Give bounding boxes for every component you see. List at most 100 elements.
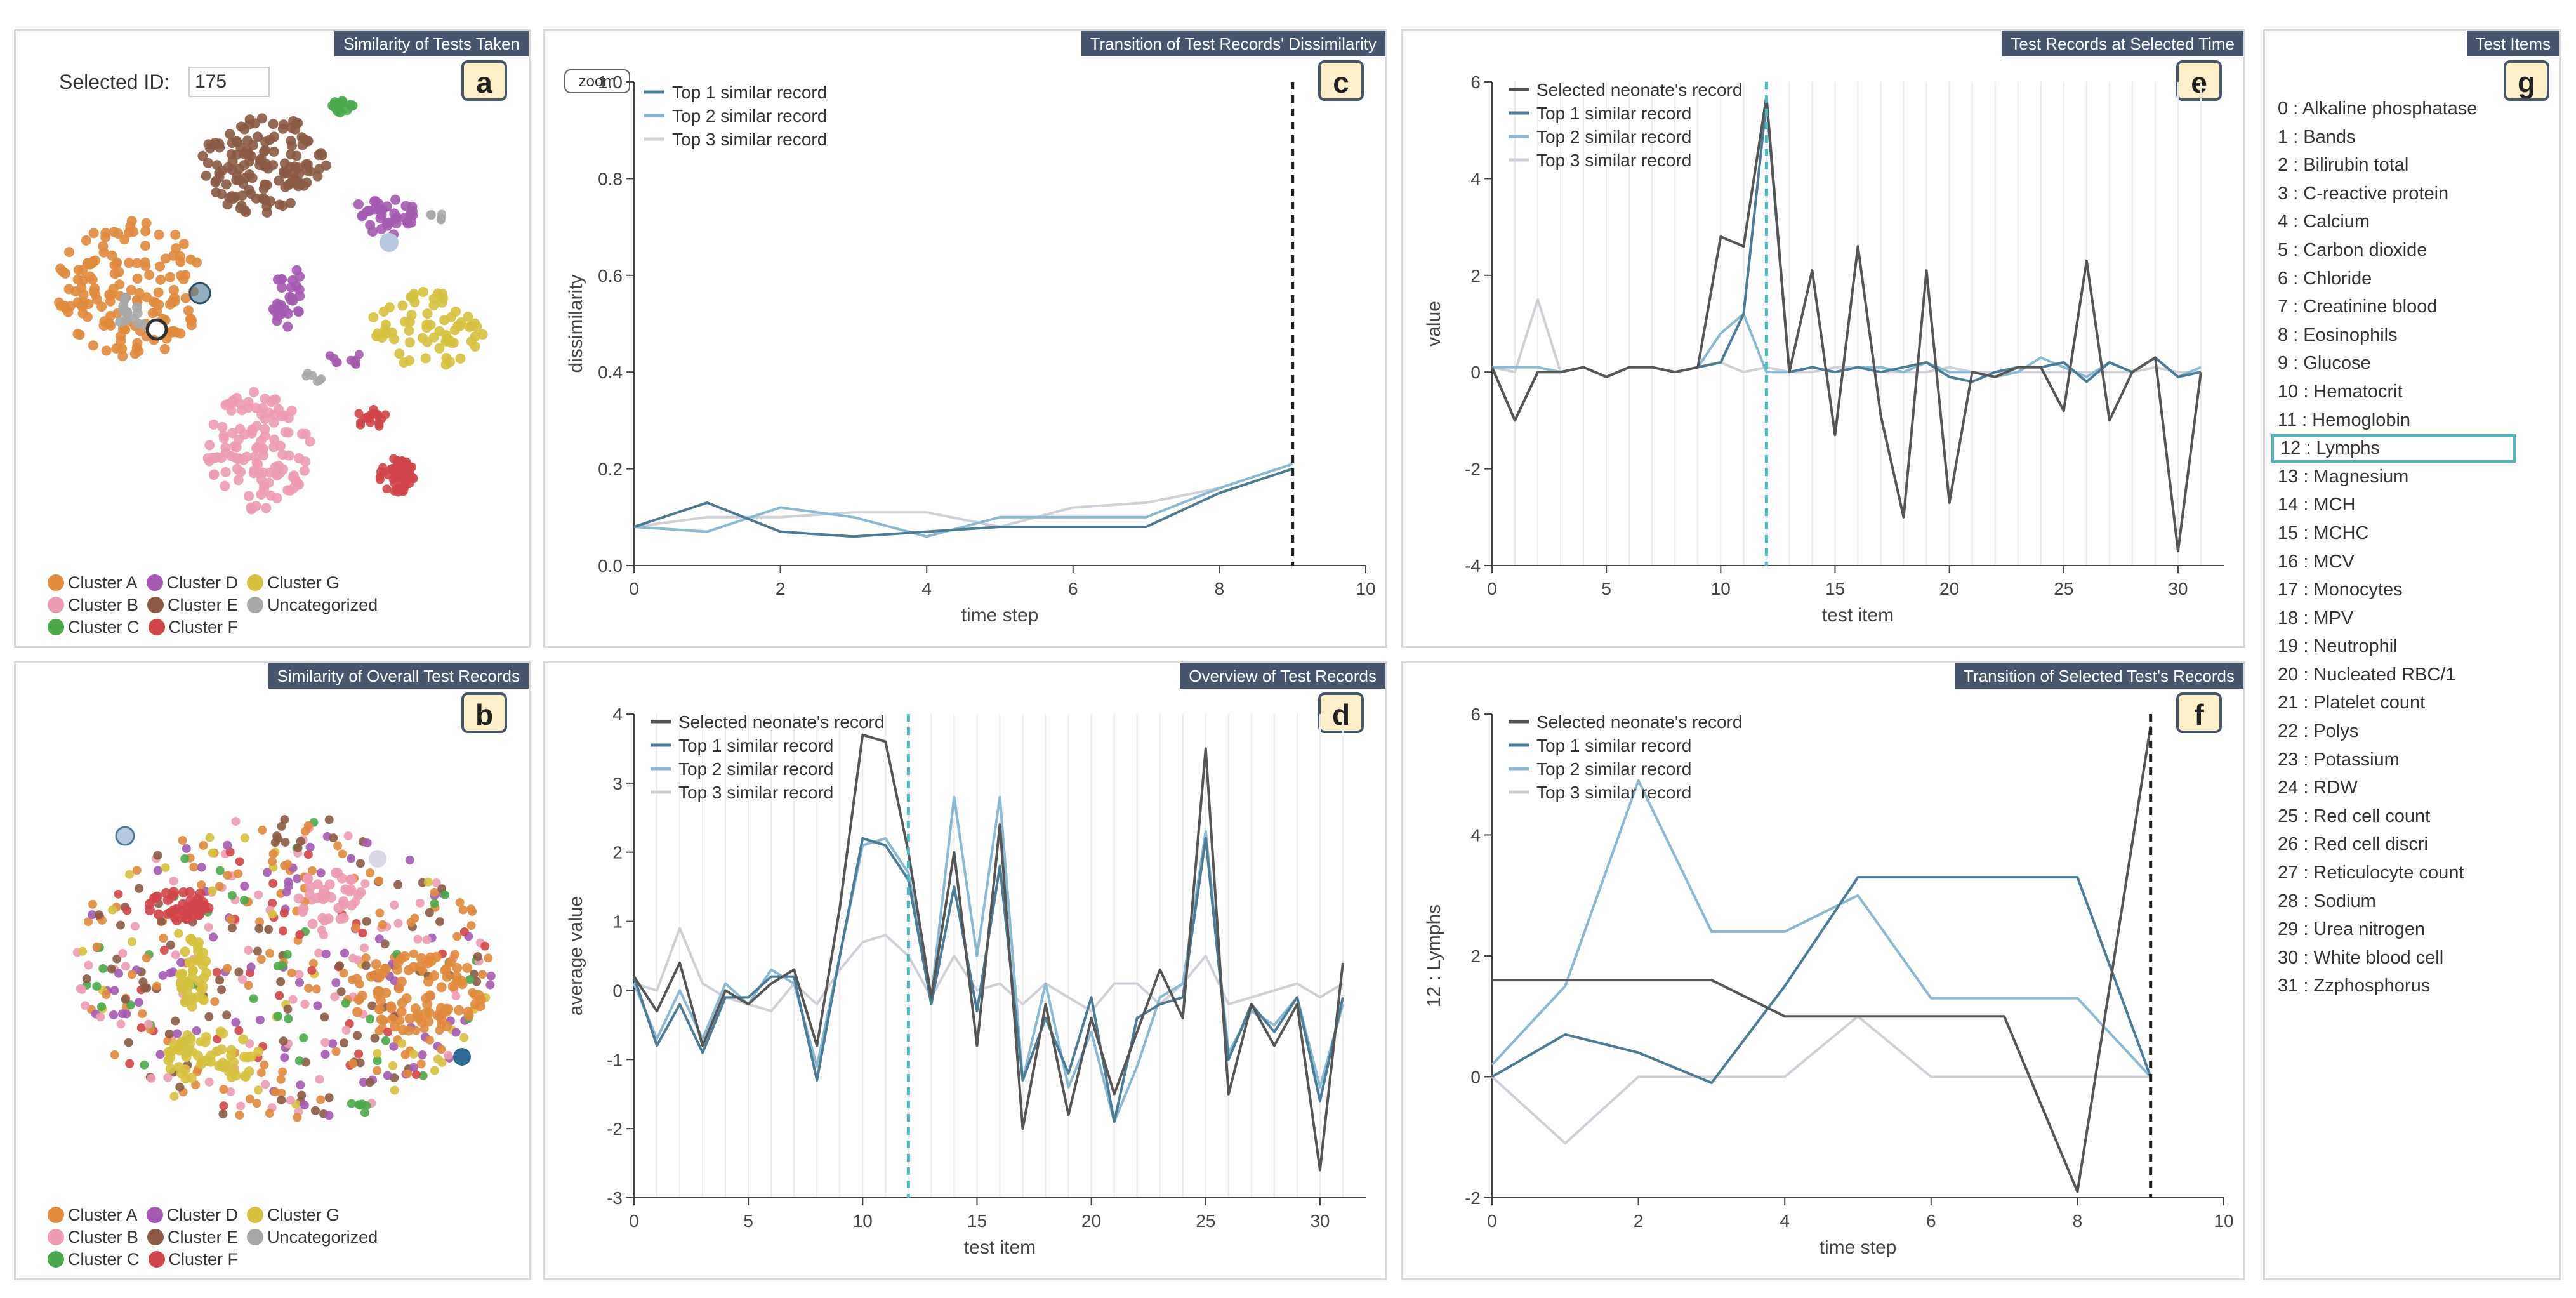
point-cluster-b[interactable] bbox=[318, 888, 329, 899]
point-cluster-c[interactable] bbox=[294, 1056, 304, 1066]
point-cluster-c[interactable] bbox=[430, 899, 439, 908]
point-cluster-c[interactable] bbox=[282, 950, 292, 959]
series-line-0[interactable] bbox=[1492, 725, 2152, 1193]
point-cluster-e[interactable] bbox=[305, 166, 315, 176]
point-uncategorized[interactable] bbox=[133, 319, 144, 329]
point-cluster-f[interactable] bbox=[153, 909, 164, 920]
point-cluster-f[interactable] bbox=[268, 899, 277, 908]
point-cluster-a[interactable] bbox=[420, 1008, 431, 1019]
point-cluster-c[interactable] bbox=[274, 1012, 283, 1021]
point-cluster-d[interactable] bbox=[240, 881, 249, 891]
point-cluster-d[interactable] bbox=[153, 866, 162, 875]
point-uncategorized[interactable] bbox=[426, 211, 436, 220]
point-cluster-a[interactable] bbox=[112, 257, 122, 268]
point-cluster-e[interactable] bbox=[274, 175, 284, 186]
point-cluster-g[interactable] bbox=[451, 306, 461, 317]
point-cluster-a[interactable] bbox=[451, 971, 462, 982]
point-cluster-e[interactable] bbox=[254, 924, 264, 934]
similar-record-marker[interactable] bbox=[188, 282, 211, 305]
point-uncategorized[interactable] bbox=[437, 209, 447, 219]
point-cluster-a[interactable] bbox=[276, 1075, 286, 1084]
point-cluster-g[interactable] bbox=[215, 1026, 226, 1037]
point-cluster-a[interactable] bbox=[378, 920, 387, 929]
point-cluster-c[interactable] bbox=[277, 960, 287, 970]
point-cluster-a[interactable] bbox=[155, 261, 166, 272]
point-cluster-d[interactable] bbox=[325, 351, 334, 361]
legend-uncategorized[interactable]: Uncategorized bbox=[247, 1226, 378, 1248]
point-cluster-b[interactable] bbox=[231, 817, 241, 826]
legend-cluster-d[interactable]: Cluster D bbox=[146, 572, 238, 594]
point-cluster-g[interactable] bbox=[466, 321, 477, 331]
point-cluster-f[interactable] bbox=[378, 463, 388, 472]
point-cluster-g[interactable] bbox=[180, 946, 190, 957]
point-cluster-b[interactable] bbox=[294, 970, 304, 979]
legend-cluster-f[interactable]: Cluster F bbox=[148, 616, 238, 639]
point-cluster-a[interactable] bbox=[180, 293, 191, 303]
point-cluster-e[interactable] bbox=[164, 1029, 174, 1038]
point-cluster-e[interactable] bbox=[153, 851, 162, 860]
point-cluster-a[interactable] bbox=[376, 1014, 386, 1025]
test-item[interactable]: 0 : Alkaline phosphatase bbox=[2278, 98, 2478, 119]
point-cluster-e[interactable] bbox=[279, 158, 290, 169]
point-cluster-a[interactable] bbox=[140, 257, 150, 268]
point-cluster-e[interactable] bbox=[283, 1004, 293, 1014]
point-cluster-c[interactable] bbox=[249, 994, 258, 1003]
point-cluster-b[interactable] bbox=[143, 1019, 153, 1029]
point-cluster-d[interactable] bbox=[294, 977, 304, 987]
test-item[interactable]: 15 : MCHC bbox=[2278, 522, 2369, 543]
point-cluster-e[interactable] bbox=[312, 171, 323, 182]
point-cluster-e[interactable] bbox=[473, 952, 482, 962]
point-cluster-b[interactable] bbox=[283, 413, 294, 423]
point-cluster-b[interactable] bbox=[226, 1087, 235, 1097]
point-cluster-a[interactable] bbox=[185, 254, 196, 265]
point-cluster-a[interactable] bbox=[126, 216, 137, 227]
point-cluster-g[interactable] bbox=[205, 833, 215, 842]
point-cluster-b[interactable] bbox=[258, 444, 269, 454]
point-cluster-a[interactable] bbox=[197, 880, 206, 890]
point-cluster-a[interactable] bbox=[466, 921, 476, 930]
legend-cluster-g[interactable]: Cluster G bbox=[247, 572, 340, 594]
point-cluster-a[interactable] bbox=[164, 272, 175, 282]
point-cluster-a[interactable] bbox=[352, 974, 362, 984]
point-cluster-b[interactable] bbox=[294, 453, 305, 463]
point-cluster-b[interactable] bbox=[286, 1096, 295, 1105]
point-cluster-a[interactable] bbox=[245, 1094, 254, 1104]
point-cluster-e[interactable] bbox=[247, 173, 258, 183]
point-cluster-d[interactable] bbox=[485, 980, 495, 990]
point-cluster-a[interactable] bbox=[169, 293, 180, 303]
series-line-0[interactable] bbox=[1491, 95, 2202, 553]
point-cluster-a[interactable] bbox=[63, 284, 74, 295]
point-cluster-f[interactable] bbox=[459, 927, 469, 937]
point-cluster-f[interactable] bbox=[374, 420, 384, 429]
series-line-0[interactable] bbox=[633, 467, 1293, 538]
point-cluster-e[interactable] bbox=[425, 908, 434, 917]
point-cluster-g[interactable] bbox=[197, 960, 208, 970]
point-cluster-d[interactable] bbox=[324, 1111, 334, 1120]
test-item[interactable]: 14 : MCH bbox=[2278, 494, 2356, 515]
point-cluster-e[interactable] bbox=[235, 203, 246, 214]
point-cluster-a[interactable] bbox=[191, 1080, 201, 1090]
point-cluster-b[interactable] bbox=[307, 918, 318, 929]
point-cluster-a[interactable] bbox=[73, 265, 84, 275]
point-cluster-a[interactable] bbox=[96, 301, 107, 312]
point-cluster-g[interactable] bbox=[169, 1092, 179, 1101]
point-cluster-a[interactable] bbox=[132, 338, 143, 348]
point-cluster-g[interactable] bbox=[194, 937, 204, 948]
point-cluster-g[interactable] bbox=[238, 1034, 249, 1045]
point-cluster-e[interactable] bbox=[107, 964, 116, 974]
point-cluster-g[interactable] bbox=[477, 329, 488, 340]
point-cluster-a[interactable] bbox=[105, 290, 116, 301]
point-cluster-a[interactable] bbox=[457, 979, 468, 990]
point-cluster-b[interactable] bbox=[208, 470, 219, 480]
point-cluster-f[interactable] bbox=[150, 892, 161, 903]
point-cluster-a[interactable] bbox=[255, 917, 265, 927]
point-cluster-g[interactable] bbox=[174, 929, 183, 938]
point-cluster-b[interactable] bbox=[343, 831, 353, 841]
point-cluster-e[interactable] bbox=[259, 179, 270, 190]
test-item[interactable]: 2 : Bilirubin total bbox=[2278, 155, 2409, 176]
point-cluster-b[interactable] bbox=[171, 950, 180, 960]
point-cluster-d[interactable] bbox=[305, 842, 315, 852]
point-cluster-f[interactable] bbox=[397, 477, 407, 487]
point-cluster-d[interactable] bbox=[173, 1029, 182, 1038]
point-cluster-b[interactable] bbox=[220, 480, 230, 491]
